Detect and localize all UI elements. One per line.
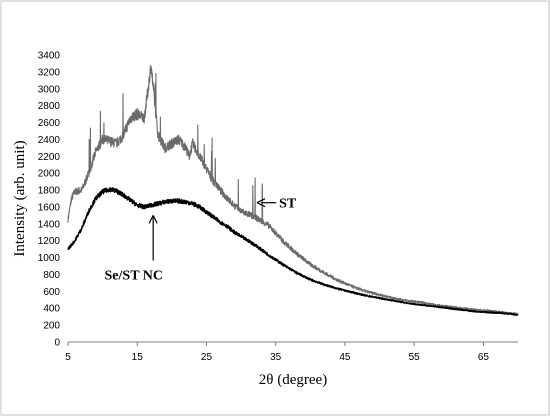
y-tick-label: 200 xyxy=(43,321,60,332)
y-axis-title: Intensity (arb. unit) xyxy=(12,140,28,256)
y-tick-label: 1200 xyxy=(38,236,61,247)
y-tick-label: 800 xyxy=(43,270,60,281)
x-tick-label: 25 xyxy=(201,352,213,363)
y-tick-label: 2200 xyxy=(38,152,61,163)
x-tick-label: 35 xyxy=(270,352,282,363)
series-line-se-st-nc xyxy=(67,187,519,316)
x-axis-title: 2θ (degree) xyxy=(259,372,327,388)
y-tick-label: 3000 xyxy=(38,84,61,95)
y-tick-label: 1400 xyxy=(38,219,61,230)
x-tick-label: 5 xyxy=(65,352,71,363)
x-tick-label: 15 xyxy=(132,352,144,363)
y-tick-label: 1600 xyxy=(38,202,61,213)
annotation-layer: ST Se/ST NC xyxy=(105,197,297,284)
y-tick-label: 2400 xyxy=(38,135,61,146)
y-tick-label: 2800 xyxy=(38,101,61,112)
y-tick-label: 2600 xyxy=(38,118,61,129)
y-tick-label: 0 xyxy=(54,338,60,349)
annotation-label: Se/ST NC xyxy=(105,268,163,283)
annotation-label: ST xyxy=(279,197,297,212)
x-tick-label: 55 xyxy=(409,352,421,363)
y-tick-label: 2000 xyxy=(38,169,61,180)
annotation-arrow-head xyxy=(256,198,266,208)
y-tick-label: 1800 xyxy=(38,186,61,197)
y-tick-label: 3400 xyxy=(38,51,61,62)
x-tick-label: 65 xyxy=(478,352,490,363)
y-tick-label: 1000 xyxy=(38,253,61,264)
axes-layer: 0 200 400 600 800 1000 1200 1400 1600 1800 2000 220… xyxy=(38,51,518,363)
y-tick-label: 3200 xyxy=(38,67,61,78)
y-tick-label: 400 xyxy=(43,304,60,315)
annotation-arrow-head xyxy=(148,215,158,224)
series-layer xyxy=(67,64,519,316)
series-line-st xyxy=(67,64,519,316)
x-tick-label: 45 xyxy=(339,352,351,363)
y-tick-label: 600 xyxy=(43,287,60,298)
